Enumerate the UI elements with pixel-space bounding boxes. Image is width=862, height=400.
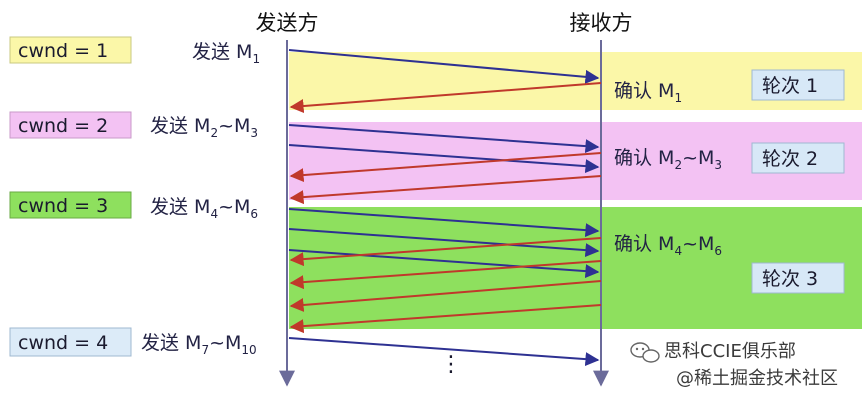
ack-label-2: 确认 M2~M3	[614, 147, 722, 172]
watermark: 思科CCIE俱乐部 @稀土掘金技术社区	[630, 341, 838, 389]
round-box-1: 轮次 1	[751, 69, 845, 101]
send-label-3: 发送 M4~M6	[150, 196, 258, 221]
wechat-icon	[630, 342, 660, 363]
ack-label-1: 确认 M1	[614, 80, 682, 105]
ack-label-3: 确认 M4~M6	[614, 233, 722, 258]
send-arrow-m3	[288, 144, 600, 174]
ack-arrow-m3	[289, 175, 602, 205]
round-label: 轮次 1	[762, 75, 818, 97]
send-arrow-m6	[288, 249, 600, 279]
send-label-2: 发送 M2~M3	[150, 115, 258, 140]
send-arrow-m7	[288, 337, 600, 367]
cwnd-box-2: cwnd = 2	[9, 111, 132, 139]
ack-arrow-m2	[289, 152, 602, 183]
cwnd-label: cwnd = 4	[18, 332, 108, 354]
cwnd-label: cwnd = 2	[18, 115, 108, 137]
cwnd-label: cwnd = 3	[18, 195, 108, 217]
receiver-header: 接收方	[570, 11, 633, 35]
watermark-line-2: @稀土掘金技术社区	[676, 368, 838, 389]
send-arrow-m2	[288, 124, 600, 154]
round-label: 轮次 2	[762, 148, 818, 170]
cwnd-box-1: cwnd = 1	[9, 36, 132, 64]
watermark-line-1: 思科CCIE俱乐部	[664, 341, 796, 362]
send-arrow-m1	[288, 49, 600, 84]
round-box-3: 轮次 3	[751, 262, 845, 294]
round-box-2: 轮次 2	[751, 142, 845, 174]
ack-arrow-m6	[289, 280, 602, 312]
ack-arrow-m6b	[289, 304, 602, 334]
ack-arrow-m5	[289, 260, 602, 290]
send-label-1: 发送 M1	[192, 41, 260, 66]
continuation-ellipsis: ⋮	[440, 352, 462, 377]
ack-arrow-m4	[289, 237, 602, 267]
ack-arrow-m1	[289, 82, 602, 114]
send-arrow-m4	[288, 208, 600, 238]
cwnd-box-3: cwnd = 3	[9, 191, 132, 219]
send-arrow-m5	[288, 228, 600, 258]
round-label: 轮次 3	[762, 268, 818, 290]
sender-header: 发送方	[256, 11, 319, 35]
send-label-4: 发送 M7~M10	[141, 332, 257, 357]
cwnd-box-4: cwnd = 4	[9, 327, 132, 357]
cwnd-label: cwnd = 1	[18, 40, 108, 62]
